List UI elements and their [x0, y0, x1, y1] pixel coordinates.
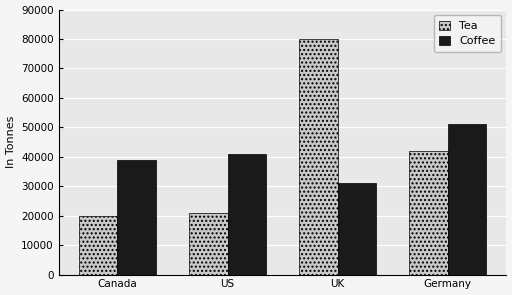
- Bar: [447, 124, 486, 275]
- Y-axis label: In Tonnes: In Tonnes: [6, 116, 15, 168]
- Bar: [117, 160, 156, 275]
- Legend: Tea, Coffee: Tea, Coffee: [434, 15, 501, 52]
- Bar: [337, 183, 376, 275]
- Bar: [409, 151, 447, 275]
- Bar: [299, 39, 337, 275]
- Bar: [227, 154, 266, 275]
- Bar: [189, 213, 227, 275]
- Bar: [79, 216, 117, 275]
